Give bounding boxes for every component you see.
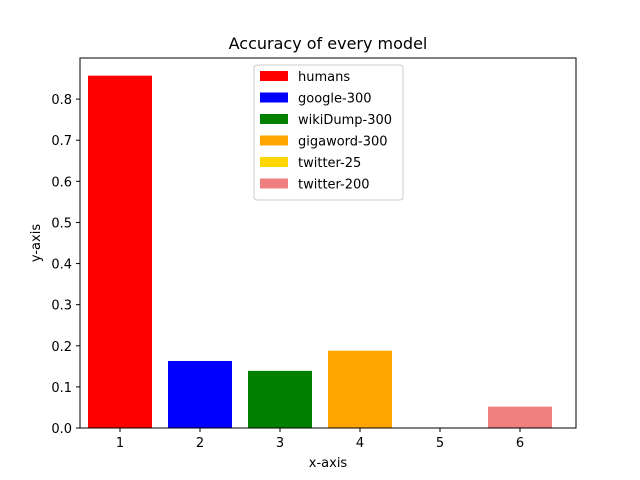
legend-swatch-humans	[260, 71, 288, 81]
legend-label-humans: humans	[298, 70, 350, 85]
legend: humans google-300 wikiDump-300 gigaword-300…	[253, 64, 404, 201]
y-tick-label: 0.3	[51, 299, 72, 314]
y-axis-title: y-axis	[29, 224, 44, 262]
legend-swatch-google-300	[260, 92, 288, 103]
x-tick-label: 4	[356, 436, 364, 451]
y-tick-label: 0.1	[51, 381, 72, 396]
y-tick-label: 0.6	[51, 175, 72, 190]
legend-label-twitter-200: twitter-200	[298, 178, 370, 193]
legend-label-twitter-25: twitter-25	[298, 156, 361, 171]
x-tick-label: 3	[276, 436, 284, 451]
y-tick-label: 0.4	[51, 258, 72, 273]
legend-swatch-wikiDump-300	[260, 114, 288, 124]
y-tick-label: 0.2	[51, 340, 72, 355]
bar-google-300	[168, 360, 232, 428]
chart-title: Accuracy of every model	[229, 34, 428, 53]
legend-box	[253, 64, 404, 201]
ticks-layer: 1 2 3 4 5 6 0.0 0.1 0.2 0.3 0.4 0.5 0.6 0.7 0.8	[51, 93, 524, 451]
legend-label-wikiDump-300: wikiDump-300	[298, 113, 392, 128]
legend-label-google-300: google-300	[298, 92, 372, 107]
x-tick-label: 2	[196, 436, 204, 451]
bars-layer	[88, 75, 552, 428]
legend-swatch-twitter-200	[260, 178, 288, 189]
axes-layer	[79, 57, 577, 429]
legend-label-gigaword-300: gigaword-300	[298, 135, 388, 150]
legend-swatch-twitter-25	[260, 157, 288, 167]
bar-twitter-200	[488, 406, 552, 428]
plot-frame	[79, 57, 577, 429]
legend-swatch-gigaword-300	[260, 135, 288, 146]
x-tick-label: 6	[516, 436, 524, 451]
y-tick-label: 0.8	[51, 93, 72, 108]
bar-humans	[88, 75, 152, 428]
x-axis-title: x-axis	[309, 456, 348, 471]
bar-wikiDump-300	[248, 370, 312, 428]
bar-gigaword-300	[328, 350, 392, 428]
x-tick-label: 5	[436, 436, 444, 451]
y-tick-label: 0.7	[51, 134, 72, 149]
x-tick-label: 1	[116, 436, 124, 451]
y-tick-label: 0.0	[51, 422, 72, 437]
y-tick-label: 0.5	[51, 216, 72, 231]
